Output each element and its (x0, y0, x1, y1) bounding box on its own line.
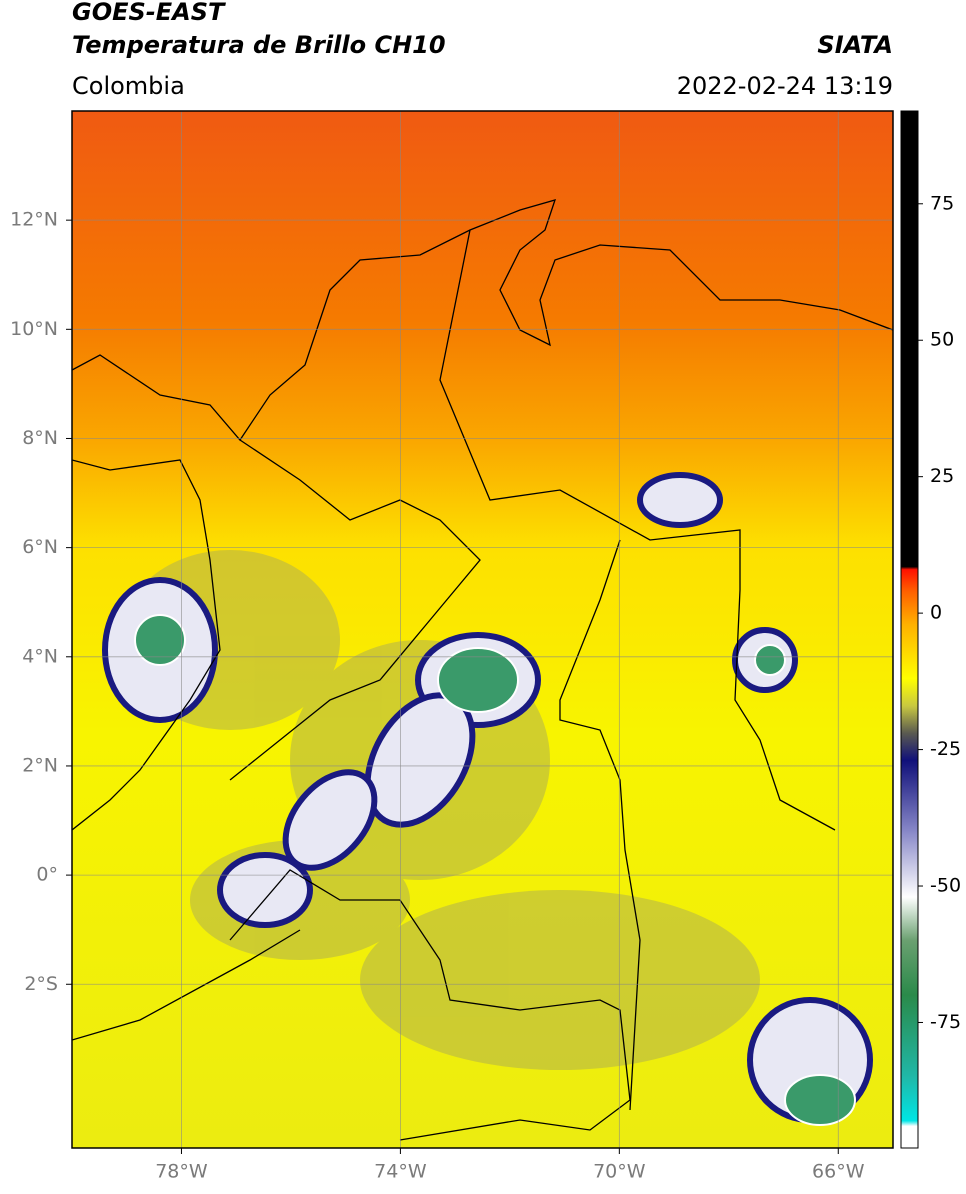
colorbar-tick-label: -75 (930, 1011, 961, 1033)
colorbar-tick-label: 25 (930, 465, 954, 487)
y-tick-label: 6°N (22, 536, 58, 558)
y-tick-label: 0° (36, 864, 58, 886)
colorbar-tick-label: -50 (930, 875, 961, 897)
colorbar-tick-label: 0 (930, 602, 942, 624)
source: SIATA (817, 31, 893, 59)
x-tick-label: 70°W (593, 1161, 646, 1183)
subtitle: Temperatura de Brillo CH10 (72, 31, 446, 59)
y-tick-label: 12°N (10, 209, 58, 231)
y-tick-label: 2°S (24, 973, 58, 995)
y-tick-label: 4°N (22, 645, 58, 667)
colorbar-tick-label: -25 (930, 738, 961, 760)
title: GOES-EAST (72, 0, 226, 26)
colorbar (900, 110, 919, 1149)
region: Colombia (72, 72, 185, 100)
colorbar-tick-label: 75 (930, 192, 954, 214)
datetime: 2022-02-24 13:19 (677, 72, 893, 100)
x-tick-label: 78°W (155, 1161, 208, 1183)
x-tick-label: 66°W (812, 1161, 865, 1183)
map-image (72, 111, 893, 1148)
y-tick-label: 10°N (10, 318, 58, 340)
y-tick-label: 8°N (22, 427, 58, 449)
map-frame (71, 110, 894, 1149)
x-tick-label: 74°W (374, 1161, 427, 1183)
y-tick-label: 2°N (22, 754, 58, 776)
colorbar-tick-label: 50 (930, 329, 954, 351)
